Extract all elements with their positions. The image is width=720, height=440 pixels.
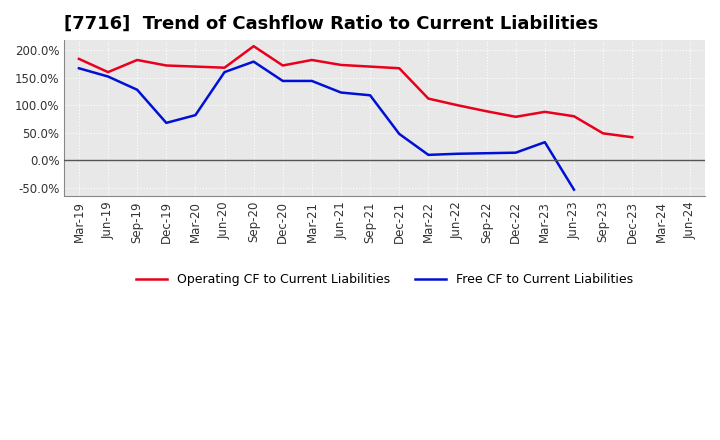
Operating CF to Current Liabilities <box>162 63 171 68</box>
Free CF to Current Liabilities <box>279 78 287 84</box>
Free CF to Current Liabilities <box>541 139 549 145</box>
Operating CF to Current Liabilities <box>220 65 229 70</box>
Free CF to Current Liabilities <box>191 113 199 118</box>
Operating CF to Current Liabilities <box>541 109 549 114</box>
Operating CF to Current Liabilities <box>366 64 374 69</box>
Operating CF to Current Liabilities <box>337 62 346 68</box>
Operating CF to Current Liabilities <box>279 63 287 68</box>
Free CF to Current Liabilities <box>104 74 112 79</box>
Free CF to Current Liabilities <box>307 78 316 84</box>
Operating CF to Current Liabilities <box>75 56 84 62</box>
Operating CF to Current Liabilities <box>191 64 199 69</box>
Line: Operating CF to Current Liabilities: Operating CF to Current Liabilities <box>79 46 632 137</box>
Operating CF to Current Liabilities <box>104 70 112 75</box>
Operating CF to Current Liabilities <box>570 114 578 119</box>
Operating CF to Current Liabilities <box>599 131 608 136</box>
Free CF to Current Liabilities <box>75 66 84 71</box>
Free CF to Current Liabilities <box>337 90 346 95</box>
Free CF to Current Liabilities <box>366 93 374 98</box>
Free CF to Current Liabilities <box>395 131 404 136</box>
Free CF to Current Liabilities <box>570 187 578 192</box>
Operating CF to Current Liabilities <box>453 103 462 108</box>
Line: Free CF to Current Liabilities: Free CF to Current Liabilities <box>79 62 574 190</box>
Operating CF to Current Liabilities <box>133 57 142 62</box>
Free CF to Current Liabilities <box>220 70 229 75</box>
Operating CF to Current Liabilities <box>482 109 491 114</box>
Free CF to Current Liabilities <box>249 59 258 64</box>
Operating CF to Current Liabilities <box>628 135 636 140</box>
Operating CF to Current Liabilities <box>307 57 316 62</box>
Operating CF to Current Liabilities <box>249 44 258 49</box>
Free CF to Current Liabilities <box>133 87 142 92</box>
Free CF to Current Liabilities <box>162 120 171 125</box>
Operating CF to Current Liabilities <box>511 114 520 119</box>
Free CF to Current Liabilities <box>424 152 433 158</box>
Free CF to Current Liabilities <box>453 151 462 156</box>
Legend: Operating CF to Current Liabilities, Free CF to Current Liabilities: Operating CF to Current Liabilities, Fre… <box>131 268 639 291</box>
Operating CF to Current Liabilities <box>424 96 433 101</box>
Operating CF to Current Liabilities <box>395 66 404 71</box>
Text: [7716]  Trend of Cashflow Ratio to Current Liabilities: [7716] Trend of Cashflow Ratio to Curren… <box>64 15 598 33</box>
Free CF to Current Liabilities <box>482 150 491 156</box>
Free CF to Current Liabilities <box>511 150 520 155</box>
